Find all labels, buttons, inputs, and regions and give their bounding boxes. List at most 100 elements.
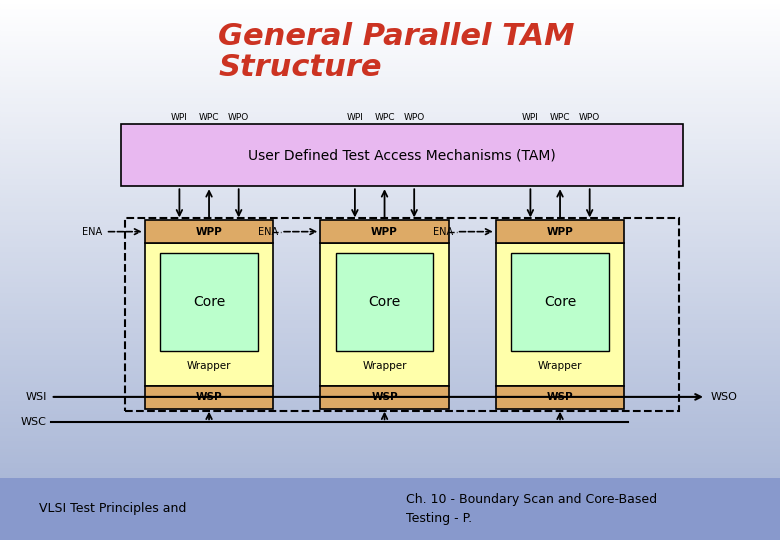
Bar	[0, 127, 780, 130]
Bar	[0, 432, 780, 435]
Bar	[0, 364, 780, 367]
Bar	[0, 294, 780, 297]
Bar	[0, 167, 780, 170]
Text: VLSI Test Principles and: VLSI Test Principles and	[39, 502, 186, 515]
Text: Core: Core	[193, 295, 225, 309]
Bar	[0, 362, 780, 364]
Bar	[0, 278, 780, 281]
Bar	[0, 329, 780, 332]
Bar	[0, 494, 780, 497]
Bar	[0, 197, 780, 200]
Bar	[0, 157, 780, 159]
Bar	[0, 456, 780, 459]
Bar	[0, 211, 780, 213]
Bar	[0, 443, 780, 445]
Text: Testing - P.: Testing - P.	[406, 512, 472, 525]
Bar	[0, 181, 780, 184]
Bar	[0, 235, 780, 238]
Bar	[0, 248, 780, 251]
Bar	[0, 308, 780, 310]
Bar	[320, 386, 449, 409]
Bar	[0, 343, 780, 346]
Bar	[0, 370, 780, 373]
Bar	[0, 478, 780, 540]
Bar	[0, 192, 780, 194]
Bar	[0, 529, 780, 532]
Bar	[0, 340, 780, 343]
Bar	[0, 38, 780, 40]
Bar	[320, 243, 449, 386]
Bar	[0, 497, 780, 500]
Bar	[0, 310, 780, 313]
Bar	[0, 202, 780, 205]
Bar	[0, 354, 780, 356]
Text: WPP: WPP	[371, 227, 398, 237]
Bar	[145, 220, 273, 243]
Text: WSP: WSP	[371, 393, 398, 402]
Bar	[0, 27, 780, 30]
Text: Wrapper: Wrapper	[186, 361, 232, 370]
Bar	[0, 70, 780, 73]
Bar	[0, 467, 780, 470]
Bar	[0, 483, 780, 486]
Bar	[0, 502, 780, 505]
Bar	[0, 338, 780, 340]
Bar	[0, 22, 780, 24]
Bar	[0, 429, 780, 432]
Bar	[145, 243, 273, 386]
Bar	[0, 94, 780, 97]
Bar	[0, 186, 780, 189]
Bar	[0, 43, 780, 46]
Text: WPC: WPC	[374, 112, 395, 122]
Bar	[0, 76, 780, 78]
Bar	[0, 402, 780, 405]
Bar	[0, 232, 780, 235]
Bar	[0, 243, 780, 246]
Bar	[496, 220, 624, 243]
Bar	[0, 281, 780, 284]
Text: ENA: ENA	[434, 227, 453, 237]
Bar	[0, 0, 780, 3]
Bar	[0, 227, 780, 229]
Bar	[0, 316, 780, 319]
Bar	[0, 413, 780, 416]
Text: WPO: WPO	[228, 112, 250, 122]
Bar	[0, 54, 780, 57]
Bar	[0, 116, 780, 119]
Bar	[0, 297, 780, 300]
Bar	[0, 135, 780, 138]
Bar	[0, 81, 780, 84]
Text: WPO: WPO	[579, 112, 601, 122]
Bar	[0, 454, 780, 456]
Bar	[0, 146, 780, 148]
Bar	[0, 440, 780, 443]
Bar	[0, 418, 780, 421]
Bar	[0, 165, 780, 167]
Text: WSO: WSO	[711, 392, 737, 402]
Bar	[0, 140, 780, 143]
Bar	[0, 256, 780, 259]
Bar	[0, 173, 780, 176]
Bar	[0, 8, 780, 11]
Text: WPC: WPC	[199, 112, 219, 122]
Text: ENA: ENA	[83, 227, 103, 237]
Bar	[0, 521, 780, 524]
Bar	[125, 218, 679, 411]
Bar	[0, 30, 780, 32]
Bar	[0, 97, 780, 100]
Text: Core: Core	[544, 295, 576, 309]
Bar	[0, 132, 780, 135]
Bar	[0, 62, 780, 65]
Bar	[0, 3, 780, 5]
Bar	[161, 253, 257, 351]
Bar	[0, 51, 780, 54]
Text: WSC: WSC	[21, 417, 47, 427]
Bar	[145, 386, 273, 409]
Bar	[0, 270, 780, 273]
Bar	[0, 518, 780, 521]
Bar	[0, 516, 780, 518]
Bar	[0, 178, 780, 181]
Text: WPO: WPO	[403, 112, 425, 122]
Bar	[121, 124, 682, 186]
Bar	[0, 162, 780, 165]
